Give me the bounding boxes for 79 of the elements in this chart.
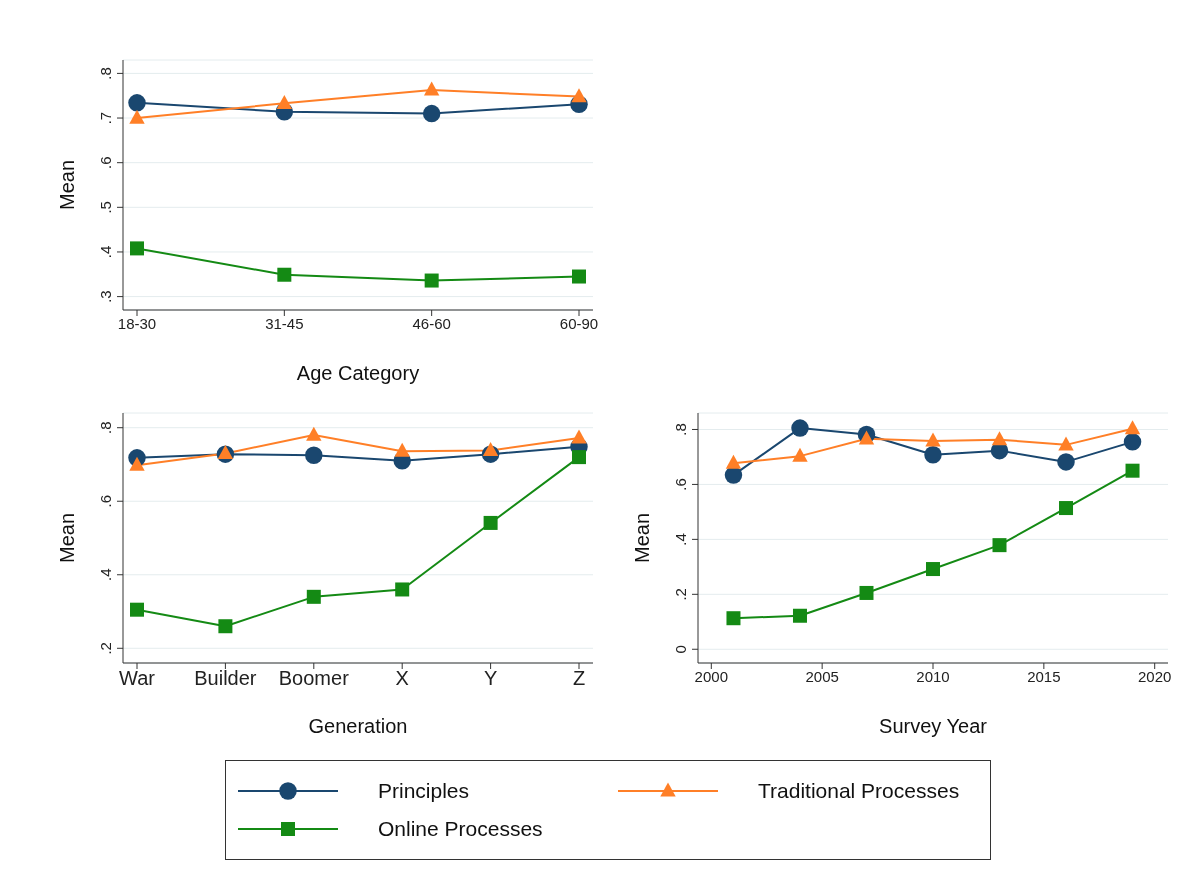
x-tick-label: 2005 — [805, 667, 839, 685]
y-tick-label: .4 — [97, 245, 114, 259]
y-tick-label: .6 — [97, 494, 114, 508]
point — [792, 447, 808, 462]
point — [424, 273, 439, 288]
x-tick-label: War — [119, 667, 156, 690]
point — [394, 442, 410, 457]
x-axis-title: Survey Year — [879, 715, 988, 737]
point — [129, 109, 145, 124]
x-axis-title: Age Category — [296, 362, 420, 384]
point — [926, 562, 940, 577]
point — [306, 426, 322, 441]
point — [130, 241, 144, 256]
point — [128, 94, 146, 112]
point — [925, 432, 941, 447]
x-tick-label: 46-60 — [412, 314, 451, 332]
x-tick-label: Builder — [194, 667, 257, 690]
y-tick-label: .2 — [97, 642, 114, 655]
y-axis-title: Mean — [56, 512, 79, 564]
x-tick-label: 2015 — [1027, 667, 1061, 685]
y-tick-label: .6 — [97, 156, 114, 169]
point — [1057, 453, 1075, 471]
x-tick-label: 18-30 — [117, 314, 157, 332]
point — [792, 608, 807, 623]
point — [1124, 420, 1141, 435]
x-tick-label: 2000 — [694, 667, 728, 685]
point — [571, 429, 587, 444]
point — [791, 419, 809, 437]
x-tick-label: Y — [483, 667, 498, 690]
point — [423, 81, 440, 96]
x-axis-title: Generation — [308, 715, 408, 737]
y-tick-label: .3 — [97, 290, 114, 303]
point — [572, 269, 586, 284]
point — [726, 611, 741, 626]
y-tick-label: .4 — [672, 533, 689, 546]
y-tick-label: .6 — [672, 478, 689, 491]
legend-label: Principles — [378, 779, 470, 803]
x-tick-label: 2010 — [916, 667, 950, 685]
point — [277, 267, 292, 282]
point — [1059, 501, 1074, 516]
x-tick-label: 2020 — [1138, 667, 1172, 685]
y-tick-label: .8 — [97, 67, 114, 80]
y-tick-label: .8 — [97, 421, 114, 434]
y-tick-label: .2 — [672, 588, 689, 601]
point — [422, 104, 441, 123]
x-tick-label: 60-90 — [559, 314, 599, 332]
point — [991, 431, 1008, 446]
x-tick-label: 31-45 — [265, 314, 304, 332]
point — [725, 454, 742, 469]
point — [482, 442, 499, 457]
point — [395, 582, 410, 597]
y-axis-title: Mean — [631, 512, 654, 564]
y-tick-label: .5 — [97, 201, 114, 214]
point — [306, 589, 321, 604]
y-axis-title: Mean — [56, 159, 79, 211]
point — [276, 94, 293, 109]
legend-label: Online Processes — [378, 817, 543, 841]
point — [924, 446, 942, 464]
point — [218, 619, 233, 634]
point — [129, 456, 145, 471]
point — [483, 515, 498, 530]
legend-label: Traditional Processes — [758, 779, 960, 803]
point — [1123, 433, 1142, 451]
point — [305, 446, 323, 465]
point — [859, 585, 874, 600]
y-tick-label: .7 — [97, 111, 114, 125]
point — [571, 88, 587, 103]
point — [572, 450, 586, 465]
y-tick-label: .4 — [97, 568, 114, 582]
x-tick-label: Z — [572, 667, 586, 690]
x-tick-label: X — [395, 667, 409, 690]
x-tick-label: Boomer — [278, 667, 350, 690]
y-tick-label: .8 — [672, 423, 689, 436]
point — [1058, 436, 1074, 451]
point — [1125, 463, 1140, 478]
y-tick-label: 0 — [672, 645, 689, 654]
point — [858, 430, 875, 445]
point — [992, 538, 1007, 553]
point — [130, 602, 144, 617]
